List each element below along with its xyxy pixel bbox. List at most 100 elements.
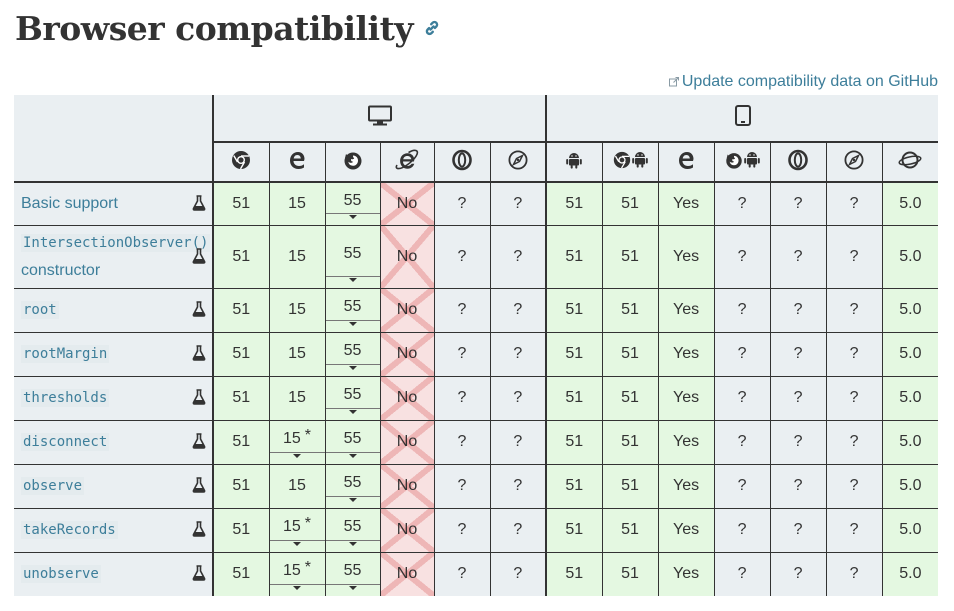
- support-cell-edge[interactable]: 15 *: [269, 420, 326, 464]
- support-cell-firefox[interactable]: 55: [325, 332, 381, 376]
- update-compat-link-label[interactable]: Update compatibility data on GitHub: [681, 73, 938, 90]
- support-value: 51: [621, 477, 639, 494]
- support-cell-firefox-android: ?: [714, 332, 771, 376]
- expand-toggle[interactable]: [325, 451, 380, 460]
- expand-toggle[interactable]: [269, 539, 325, 548]
- support-cell-chrome: 51: [213, 508, 270, 552]
- support-cell-android-webview: 51: [546, 508, 603, 552]
- support-value: 51: [621, 565, 639, 583]
- support-cell-android-webview: 51: [546, 552, 603, 596]
- feature-link-code[interactable]: IntersectionObserver(): [21, 233, 211, 252]
- support-cell-opera: ?: [434, 508, 491, 552]
- chevron-down-icon: [348, 321, 357, 326]
- expand-toggle[interactable]: [325, 495, 380, 504]
- feature-link[interactable]: takeRecords: [21, 517, 186, 544]
- feature-link-label[interactable]: observe: [21, 476, 85, 495]
- expand-toggle[interactable]: [325, 363, 380, 372]
- support-cell-opera: ?: [434, 420, 491, 464]
- support-cell-safari: ?: [490, 376, 548, 420]
- support-cell-firefox[interactable]: 55: [325, 420, 381, 464]
- support-value: Yes: [673, 301, 700, 318]
- footnote-asterisk: *: [304, 559, 312, 577]
- support-cell-safari-ios: ?: [826, 225, 883, 288]
- support-value: 15: [288, 301, 306, 318]
- feature-link[interactable]: thresholds: [21, 385, 186, 412]
- expand-toggle[interactable]: [269, 584, 325, 592]
- feature-link-label[interactable]: rootMargin: [21, 344, 110, 363]
- support-value: ?: [793, 301, 803, 318]
- support-cell-samsung-internet: 5.0: [882, 288, 939, 332]
- feature-link[interactable]: rootMargin: [21, 341, 186, 368]
- support-cell-internet-explorer: No: [380, 508, 435, 552]
- feature-link[interactable]: observe: [21, 473, 186, 500]
- support-value: ?: [513, 565, 523, 583]
- support-value: 15: [282, 562, 301, 580]
- support-cell-firefox[interactable]: 55: [325, 508, 381, 552]
- expand-toggle[interactable]: [325, 275, 380, 284]
- update-compat-link[interactable]: Update compatibility data on GitHub: [668, 73, 938, 91]
- support-cell-edge-mobile: Yes: [658, 552, 715, 596]
- support-cell-firefox[interactable]: 55: [325, 464, 381, 508]
- feature-link[interactable]: IntersectionObserver() constructor: [21, 230, 211, 284]
- support-cell-safari: ?: [490, 182, 548, 225]
- support-cell-firefox[interactable]: 55: [325, 182, 381, 225]
- feature-link-label[interactable]: Basic support: [21, 195, 118, 213]
- expand-toggle[interactable]: [325, 212, 380, 221]
- support-cell-edge-mobile: Yes: [658, 464, 715, 508]
- expand-toggle[interactable]: [325, 319, 380, 328]
- support-value: ?: [793, 345, 803, 362]
- support-value: 15: [282, 430, 301, 447]
- support-value: ?: [737, 433, 747, 450]
- support-value: 15: [288, 194, 306, 212]
- support-cell-safari-ios: ?: [826, 376, 883, 420]
- feature-link-label[interactable]: thresholds: [21, 388, 110, 407]
- support-cell-edge-mobile: Yes: [658, 288, 715, 332]
- feature-link-label[interactable]: root: [21, 300, 59, 319]
- feature-link[interactable]: root: [21, 297, 186, 324]
- support-cell-internet-explorer: No: [380, 225, 435, 288]
- support-cell-firefox[interactable]: 55: [325, 225, 381, 288]
- table-row: observe 51 15 55 No?? 51 51 Yes??? 5.0: [14, 464, 939, 508]
- feature-link[interactable]: unobserve: [21, 561, 186, 588]
- support-cell-safari: ?: [490, 332, 548, 376]
- experimental-flask-icon: [192, 433, 206, 449]
- expand-toggle[interactable]: [325, 407, 380, 416]
- support-cell-edge[interactable]: 15 *: [269, 508, 326, 552]
- support-value: 51: [232, 565, 251, 583]
- support-value: Yes: [673, 477, 700, 494]
- support-cell-firefox[interactable]: 55: [325, 376, 381, 420]
- support-value: No: [396, 521, 418, 538]
- support-value: ?: [737, 477, 747, 494]
- feature-link-label[interactable]: disconnect: [21, 432, 110, 451]
- feature-link-label[interactable]: takeRecords: [21, 520, 118, 539]
- feature-name-cell: root: [14, 288, 214, 332]
- table-row: root 51 15 55 No?? 51 51 Yes??? 5.0: [14, 288, 939, 332]
- experimental-flask-icon: [192, 521, 206, 537]
- support-value: 15: [288, 345, 306, 362]
- expand-toggle[interactable]: [325, 539, 380, 548]
- expand-toggle[interactable]: [325, 584, 380, 592]
- support-cell-opera: ?: [434, 552, 491, 596]
- support-cell-firefox[interactable]: 55: [325, 288, 381, 332]
- expand-toggle[interactable]: [269, 451, 325, 460]
- edge-mobile-icon: [675, 149, 697, 171]
- feature-link-suffix[interactable]: constructor: [21, 261, 101, 279]
- support-value: ?: [737, 389, 747, 406]
- feature-link[interactable]: disconnect: [21, 429, 186, 456]
- support-cell-samsung-internet: 5.0: [882, 182, 939, 225]
- browser-header-firefox-android: [714, 142, 771, 183]
- support-cell-edge-mobile: Yes: [658, 225, 715, 288]
- feature-link-label[interactable]: unobserve: [21, 564, 101, 583]
- support-cell-chrome-android: 51: [602, 508, 659, 552]
- support-cell-android-webview: 51: [546, 225, 603, 288]
- support-cell-firefox[interactable]: 55: [325, 552, 381, 596]
- support-value: ?: [457, 433, 467, 450]
- support-cell-edge[interactable]: 15 *: [269, 552, 326, 596]
- feature-link[interactable]: Basic support: [21, 190, 186, 217]
- table-row: thresholds 51 15 55 No?? 51 51 Yes??? 5.0: [14, 376, 939, 420]
- support-cell-firefox-android: ?: [714, 420, 771, 464]
- feature-name-cell: disconnect: [14, 420, 214, 464]
- permalink-icon[interactable]: [423, 19, 441, 37]
- support-value: 51: [232, 194, 251, 212]
- support-cell-safari: ?: [490, 288, 548, 332]
